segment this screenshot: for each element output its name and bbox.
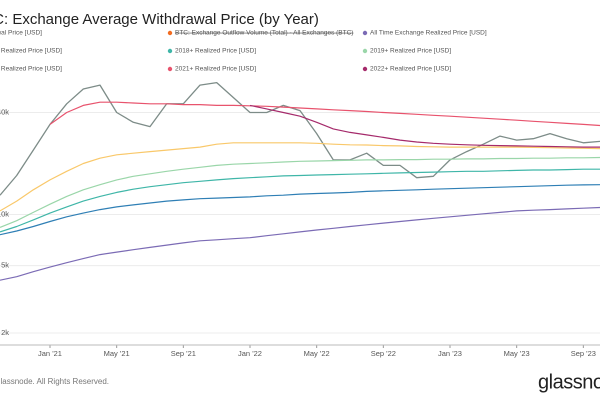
- legend-swatch: [362, 30, 368, 36]
- series-line: [0, 81, 600, 196]
- legend-item: 2022+ Realized Price [USD]: [362, 66, 451, 73]
- legend-item: BTC: Exchange Outflow Volume (Total) - A…: [167, 30, 353, 37]
- x-tick-label: May '21: [104, 349, 130, 358]
- footer: © 2023 Glassnode. All Rights Reserved.: [0, 377, 109, 386]
- legend-label: 2020+ Realized Price [USD]: [0, 66, 62, 73]
- legend-label: 2019+ Realized Price [USD]: [370, 48, 451, 55]
- y-tick-label: 10k: [0, 210, 9, 219]
- series-line: [0, 156, 600, 228]
- y-tick-label: 2k: [1, 328, 9, 337]
- legend-label: All Time Exchange Realized Price [USD]: [370, 30, 487, 37]
- legend-swatch: [362, 48, 368, 54]
- series-line: [0, 142, 600, 212]
- legend-item: 2018+ Realized Price [USD]: [167, 48, 256, 55]
- legend-label: 2018+ Realized Price [USD]: [175, 48, 256, 55]
- series-line: [49, 101, 600, 127]
- legend-label: Exchange Average Withdrawal Price [USD]: [0, 30, 42, 37]
- legend-swatch: [167, 66, 173, 72]
- legend-item: Exchange Average Withdrawal Price [USD]: [0, 30, 42, 37]
- y-tick-label: 5k: [1, 261, 9, 270]
- legend-swatch: [362, 66, 368, 72]
- x-tick-label: May '23: [504, 349, 530, 358]
- legend-item: All Time Exchange Realized Price [USD]: [362, 30, 487, 37]
- logo: glassnode: [538, 371, 600, 393]
- legend-label: 2022+ Realized Price [USD]: [370, 66, 451, 73]
- series-line: [0, 168, 600, 233]
- series-line: [249, 104, 600, 148]
- x-tick-label: Sep '23: [571, 349, 596, 358]
- legend-label: 2021+ Realized Price [USD]: [175, 66, 256, 73]
- series-line: [0, 206, 600, 281]
- legend-swatch: [167, 30, 173, 36]
- legend-item: 2017+ Realized Price [USD]: [0, 48, 62, 55]
- legend-item: 2019+ Realized Price [USD]: [362, 48, 451, 55]
- chart-title: BTC: Exchange Average Withdrawal Price (…: [0, 11, 319, 28]
- x-tick-label: May '22: [304, 349, 330, 358]
- x-tick-label: Sep '22: [371, 349, 396, 358]
- legend-label: 2017+ Realized Price [USD]: [0, 48, 62, 55]
- x-tick-label: Jan '21: [38, 349, 62, 358]
- legend-item: 2020+ Realized Price [USD]: [0, 66, 62, 73]
- x-tick-label: Jan '23: [438, 349, 462, 358]
- series-line: [0, 184, 600, 236]
- y-tick-label: 40k: [0, 107, 9, 116]
- legend-label: BTC: Exchange Outflow Volume (Total) - A…: [175, 30, 353, 37]
- legend-item: 2021+ Realized Price [USD]: [167, 66, 256, 73]
- legend-swatch: [167, 48, 173, 54]
- x-tick-label: Sep '21: [171, 349, 196, 358]
- x-tick-label: Jan '22: [238, 349, 262, 358]
